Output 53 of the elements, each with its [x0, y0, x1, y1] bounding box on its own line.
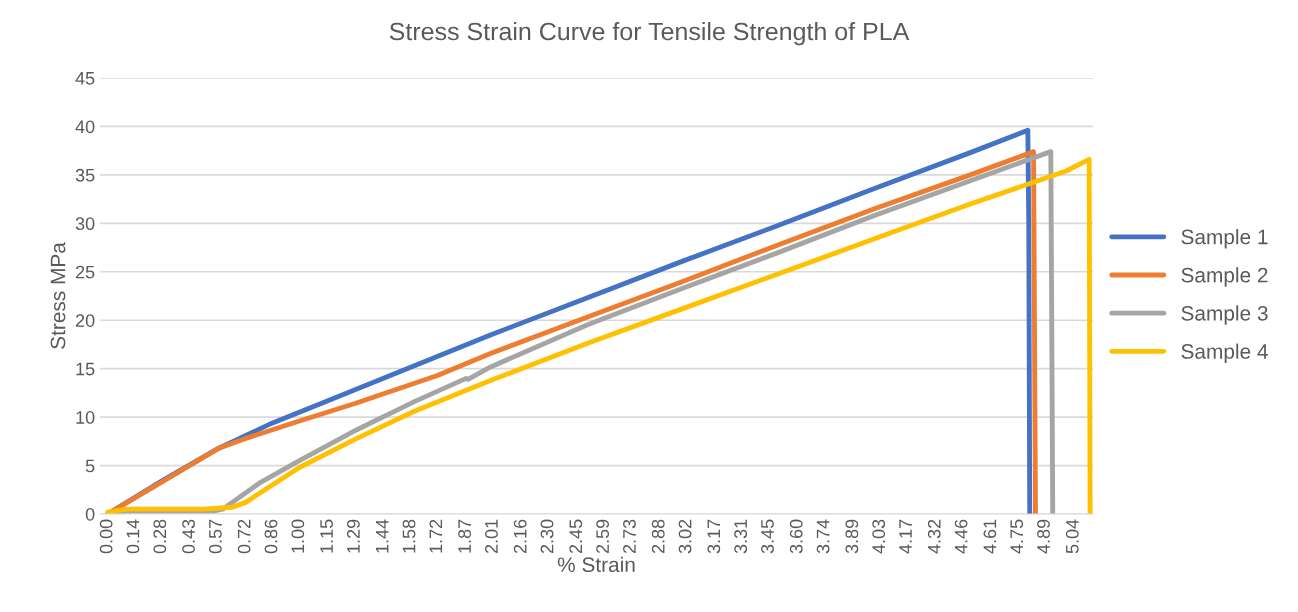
x-tick-label: 2.45 [569, 519, 583, 554]
x-tick-label: 4.89 [1037, 519, 1050, 554]
x-tick-label: 1.58 [402, 519, 416, 553]
x-tick-label: 4.17 [899, 519, 912, 554]
x-tick-label: 4.75 [1010, 519, 1024, 554]
y-tick-label: 40 [75, 120, 95, 134]
x-tick-label: 3.45 [761, 519, 774, 554]
x-tick-label: 0.86 [264, 519, 278, 554]
y-tick-label: 30 [75, 217, 95, 231]
x-tick-label: 0.28 [153, 519, 167, 554]
x-tick-label: 1.00 [291, 519, 305, 553]
x-tick-label: 2.59 [596, 519, 610, 554]
y-tick-label: 35 [75, 168, 95, 182]
x-tick-label: 0.72 [237, 519, 251, 554]
x-axis-title: % Strain [557, 556, 635, 573]
x-tick-label: 2.73 [623, 519, 636, 554]
x-tick-label: 2.16 [513, 519, 527, 554]
legend-label: Sample 4 [1181, 343, 1268, 363]
legend-label: Sample 1 [1181, 229, 1268, 249]
x-tick-label: 4.61 [983, 519, 997, 554]
x-tick-label: 3.02 [678, 519, 692, 554]
legend-label: Sample 2 [1181, 267, 1268, 287]
x-tick-label: 1.72 [429, 519, 443, 553]
y-axis-title: Stress MPa [50, 242, 66, 349]
x-tick-label: 4.32 [927, 519, 941, 554]
y-tick-label: 15 [76, 362, 95, 376]
x-tick-label: 1.87 [458, 519, 471, 553]
x-tick-label: 2.88 [651, 519, 665, 554]
legend-label: Sample 3 [1181, 305, 1268, 325]
x-tick-label: 5.04 [1065, 519, 1079, 554]
x-tick-label: 1.15 [320, 519, 333, 553]
x-tick-label: 4.46 [954, 519, 968, 554]
x-tick-label: 3.31 [734, 519, 748, 554]
x-tick-label: 2.30 [540, 519, 554, 554]
x-tick-label: 3.17 [707, 519, 721, 554]
y-tick-label: 20 [75, 314, 95, 327]
x-tick-label: 0.43 [182, 519, 195, 554]
y-tick-label: 25 [75, 265, 95, 279]
x-tick-label: 3.60 [789, 519, 803, 554]
x-tick-label: 1.44 [375, 519, 389, 553]
y-tick-label: 0 [85, 507, 95, 521]
x-tick-label: 3.89 [845, 519, 859, 554]
x-tick-label: 0.00 [99, 519, 113, 554]
x-tick-label: 2.01 [485, 519, 498, 554]
x-tick-label: 0.57 [209, 519, 222, 554]
x-tick-label: 3.74 [816, 519, 830, 554]
chart-title: Stress Strain Curve for Tensile Strength of PLA [389, 22, 910, 46]
y-tick-label: 45 [75, 72, 95, 85]
y-tick-label: 5 [85, 459, 95, 473]
x-tick-label: 1.29 [347, 519, 360, 553]
x-tick-label: 4.03 [872, 519, 886, 554]
x-tick-label: 0.14 [126, 519, 140, 554]
y-tick-label: 10 [76, 411, 95, 424]
